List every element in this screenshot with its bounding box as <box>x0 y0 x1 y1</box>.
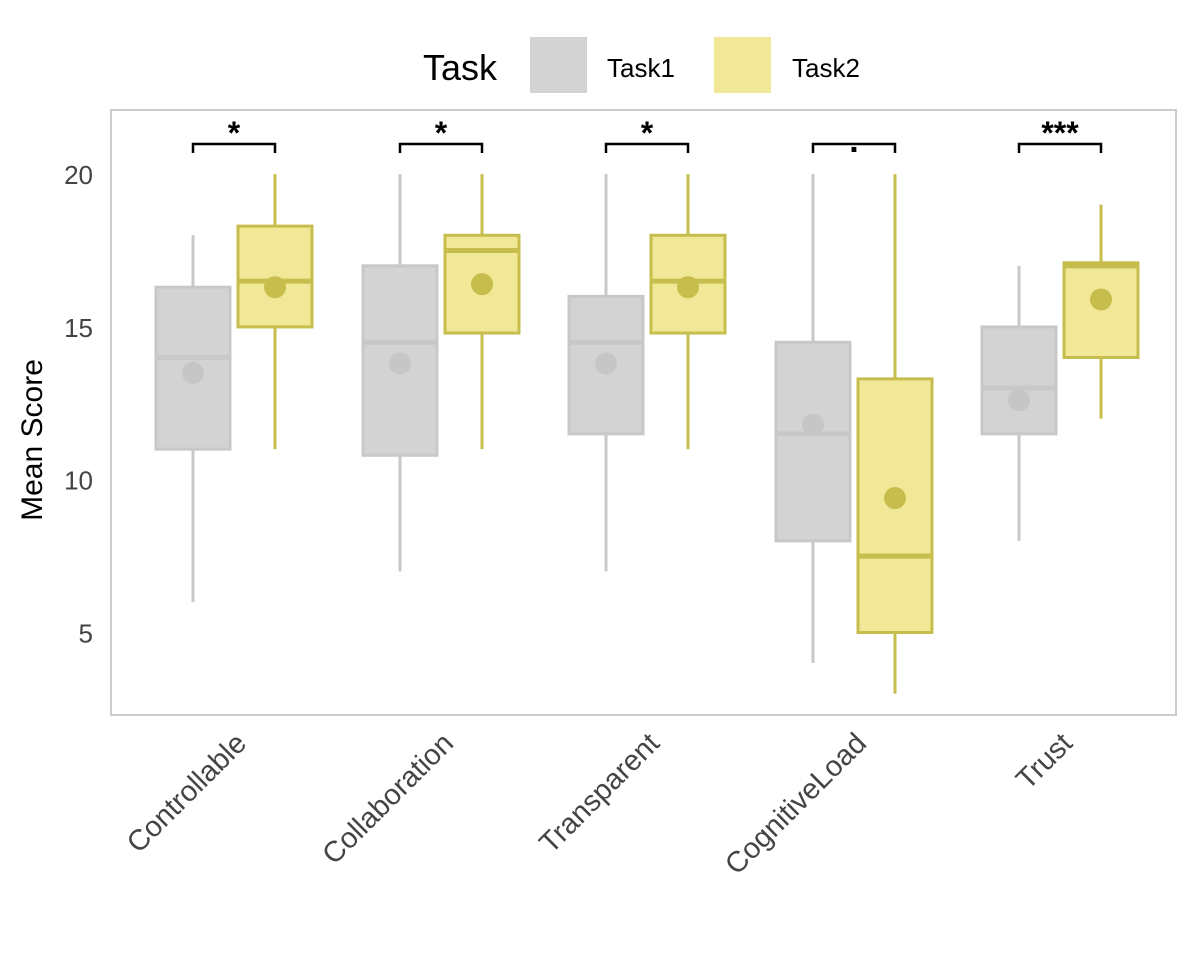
mean-point <box>884 487 906 510</box>
box-task2-trust <box>1062 204 1140 419</box>
mean-point <box>802 413 824 436</box>
mean-point <box>389 352 411 375</box>
significance-bracket <box>191 142 277 153</box>
significance-label: * <box>435 115 448 151</box>
significance-bracket <box>811 142 897 153</box>
legend: Task Task1 Task2 <box>423 37 860 93</box>
box-iqr <box>774 340 852 543</box>
significance-bracket <box>398 142 484 153</box>
legend-label-task2: Task2 <box>792 53 860 83</box>
y-tick-label: 10 <box>64 466 93 496</box>
y-tick-label: 20 <box>64 160 93 190</box>
y-axis-label: Mean Score <box>16 359 49 521</box>
significance-label: . <box>849 122 858 160</box>
mean-point <box>595 352 617 375</box>
box-task2-cognitiveload <box>856 174 934 694</box>
box-task2-transparent <box>649 174 727 450</box>
y-axis-ticks: 5 10 15 20 <box>64 160 93 648</box>
box-task1-trust <box>980 265 1058 541</box>
x-tick-label: Collaboration <box>316 727 459 870</box>
significance-label: * <box>641 115 654 151</box>
mean-point <box>1090 288 1112 311</box>
significance-bracket <box>604 142 690 153</box>
y-tick-label: 15 <box>64 313 93 343</box>
x-tick-label: Controllable <box>121 727 253 859</box>
box-task2-controllable <box>236 174 314 450</box>
box-task1-collaboration <box>361 174 439 572</box>
significance-label: *** <box>1041 115 1079 151</box>
mean-point <box>471 273 493 296</box>
mean-point <box>264 276 286 299</box>
significance-brackets: * * *. *** <box>191 115 1103 160</box>
box-task2-collaboration <box>443 174 521 450</box>
box-task1-transparent <box>567 174 645 572</box>
x-axis-ticks: Controllable Collaboration Transparent Cogn… <box>121 727 1079 881</box>
legend-title: Task <box>423 47 498 88</box>
mean-point <box>677 276 699 299</box>
boxes <box>154 174 1140 694</box>
box-task1-controllable <box>154 235 232 602</box>
plot-panel-border <box>110 109 1177 716</box>
legend-label-task1: Task1 <box>607 53 675 83</box>
significance-bracket <box>1017 142 1103 153</box>
box-iqr <box>980 325 1058 436</box>
mean-point <box>1008 389 1030 412</box>
box-iqr <box>1062 261 1140 359</box>
mean-point <box>182 361 204 384</box>
legend-swatch-task2 <box>714 37 771 93</box>
legend-swatch-task1 <box>530 37 587 93</box>
y-tick-label: 5 <box>79 619 93 649</box>
x-tick-label: CognitiveLoad <box>719 727 873 881</box>
x-tick-label: Transparent <box>534 727 666 859</box>
x-tick-label: Trust <box>1010 727 1079 796</box>
significance-label: * <box>228 115 241 151</box>
box-task1-cognitiveload <box>774 174 852 664</box>
